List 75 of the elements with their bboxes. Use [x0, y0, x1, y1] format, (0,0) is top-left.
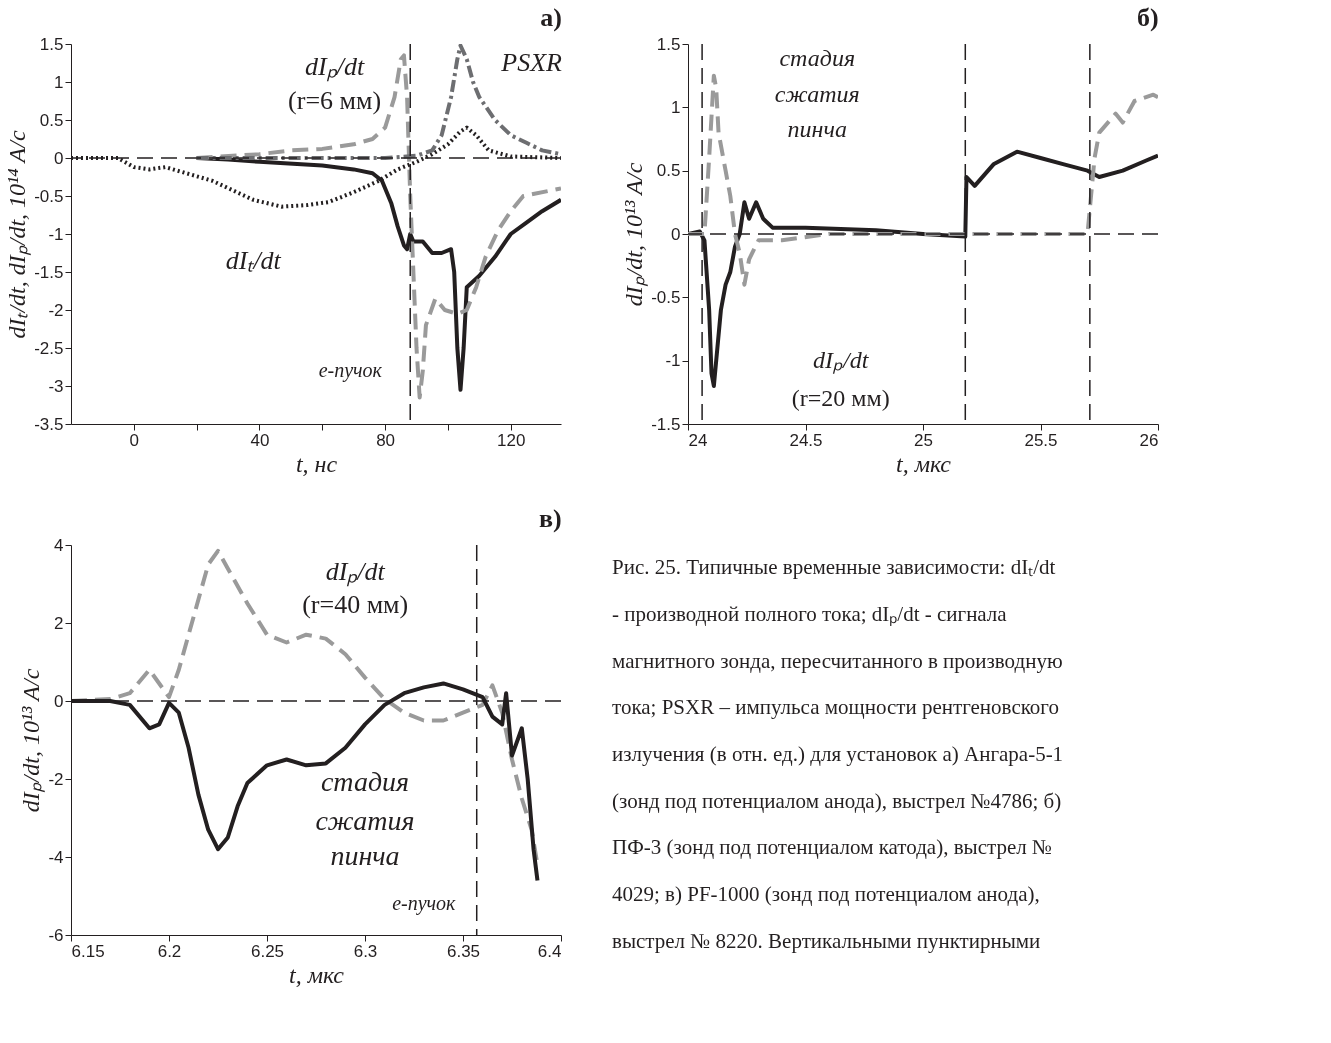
x-tick-label: 24 [688, 430, 708, 450]
annotation: (r=20 мм) [791, 384, 890, 411]
chart-title: а) [540, 3, 562, 32]
x-tick-label: 6.4 [537, 941, 562, 961]
text: Рис. 25. Типичные временные зависимости: dIₜ/dt [612, 555, 1056, 580]
y-tick-label: 4 [54, 535, 64, 555]
y-tick-label: 1 [54, 72, 64, 92]
text: 4029; в) PF-1000 (зонд под потенциалом анода), [612, 882, 1040, 906]
y-tick-label: -3 [48, 376, 64, 396]
y-tick-label: 0 [54, 691, 64, 711]
annotation: dIₚ/dt [305, 51, 365, 82]
annotation: сжатия [774, 80, 860, 107]
y-tick-label: -1.5 [34, 262, 64, 282]
text: магнитного зонда, пересчитанного в производную [612, 648, 1063, 673]
x-axis-title: t, мкс [289, 961, 345, 988]
y-tick-label: -1 [48, 224, 64, 244]
annotation: (r=40 мм) [302, 590, 409, 620]
annotation: пинча [330, 840, 400, 871]
annotation: dIₜ/dt [225, 245, 282, 275]
annotation: dIₚ/dt [813, 346, 870, 374]
text: ПФ-3 (зонд под потенциалом катода), выстрел № [612, 835, 1053, 860]
x-tick-label: 6.25 [250, 941, 285, 961]
y-tick-label: -4 [48, 847, 64, 867]
x-tick-label: 25.5 [1024, 430, 1058, 450]
y-tick-label: -0.5 [34, 186, 64, 206]
y-tick-label: -2 [48, 300, 64, 320]
chart-title: б) [1137, 3, 1159, 32]
y-tick-label: 1.5 [656, 34, 681, 54]
x-tick-label: 26 [1139, 430, 1159, 450]
y-axis-title: dIₚ/dt, 10¹³ А/с [18, 668, 46, 813]
x-tick-label: 6.2 [157, 941, 182, 961]
x-axis-title: t, нс [295, 450, 338, 477]
x-tick-label: 40 [250, 430, 270, 450]
annotation: пинча [787, 116, 847, 143]
text: излучения (в отн. ед.) для установок а) Ангара-5-1 [612, 742, 1064, 766]
x-tick-label: 24.5 [789, 430, 823, 450]
y-tick-label: -2 [48, 769, 64, 789]
x-tick-label: 120 [497, 430, 526, 450]
x-tick-label: 6.15 [71, 941, 105, 961]
annotation: PSXR [500, 48, 563, 77]
annotation: стадия [779, 45, 856, 72]
y-tick-label: -3.5 [34, 414, 64, 434]
chart-title: в) [539, 504, 562, 533]
y-tick-label: 1.5 [39, 34, 64, 54]
y-axis-title: dIₜ/dt, dIₚ/dt, 10¹⁴ А/с [4, 130, 32, 339]
x-tick-label: 25 [914, 430, 933, 450]
y-tick-label: 0 [54, 148, 64, 168]
annotation: dIₚ/dt [325, 557, 386, 588]
text: тока; PSXR – импульса мощности рентгеновского [612, 695, 1059, 720]
x-axis-title: t, мкс [896, 450, 952, 477]
x-tick-label: 80 [376, 430, 396, 450]
y-tick-label: 0 [671, 224, 681, 244]
line-series [688, 73, 1158, 287]
text: - производной полного тока; dIₚ/dt - сигнала [612, 602, 1008, 627]
annotation: e-пучок [318, 358, 383, 382]
y-tick-label: -1.5 [651, 414, 681, 434]
y-tick-label: 0.5 [656, 161, 681, 181]
y-tick-label: 1 [671, 97, 681, 117]
annotation: e-пучок [392, 891, 457, 915]
y-tick-label: -6 [48, 925, 64, 945]
text: (зонд под потенциалом анода), выстрел №4786; б) [612, 788, 1062, 813]
y-tick-label: -1 [665, 351, 681, 371]
y-tick-label: 0.5 [39, 110, 64, 130]
y-tick-label: -0.5 [651, 287, 681, 307]
y-axis-title: dIₚ/dt, 10¹³ А/с [621, 162, 649, 307]
y-tick-label: -2.5 [34, 338, 64, 358]
y-tick-label: 2 [54, 613, 64, 633]
x-tick-label: 0 [129, 430, 140, 450]
annotation: (r=6 мм) [288, 86, 382, 115]
line-series [194, 44, 561, 160]
annotation: сжатия [315, 804, 415, 836]
x-tick-label: 6.35 [446, 941, 481, 961]
x-tick-label: 6.3 [353, 941, 378, 961]
annotation: стадия [320, 765, 410, 797]
text: выстрел № 8220. Вертикальными пунктирными [612, 928, 1041, 953]
